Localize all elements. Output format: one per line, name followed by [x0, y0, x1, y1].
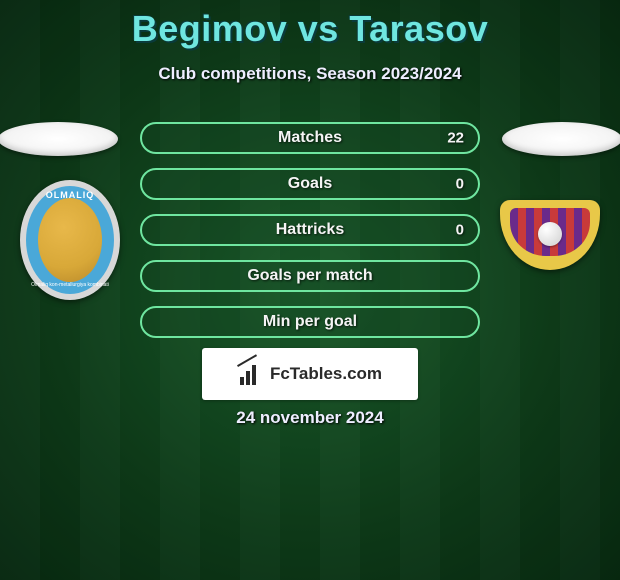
player-left-photo-placeholder [0, 122, 118, 156]
player-right-photo-placeholder [502, 122, 620, 156]
stat-label: Goals [288, 175, 332, 193]
club-badge-right [500, 180, 600, 300]
brand-text: FcTables.com [270, 364, 382, 384]
stat-label: Hattricks [276, 221, 344, 239]
stat-label: Goals per match [247, 267, 372, 285]
stat-row-hattricks: Hattricks 0 [140, 214, 480, 246]
stat-right-value: 22 [447, 130, 464, 147]
kyzylkum-badge [500, 200, 600, 270]
stat-row-goals: Goals 0 [140, 168, 480, 200]
olmaliq-badge-text: OLMALIQ [20, 190, 120, 200]
page-title: Begimov vs Tarasov [0, 0, 620, 50]
stat-right-value: 0 [456, 176, 464, 193]
olmaliq-badge-subtext: Olmaliq kon-metallurgiya kombinati [20, 282, 120, 288]
subtitle: Club competitions, Season 2023/2024 [0, 64, 620, 84]
stat-row-goals-per-match: Goals per match [140, 260, 480, 292]
stat-right-value: 0 [456, 222, 464, 239]
olmaliq-badge: OLMALIQ Olmaliq kon-metallurgiya kombina… [20, 180, 120, 300]
snapshot-date: 24 november 2024 [0, 408, 620, 428]
club-badge-left: OLMALIQ Olmaliq kon-metallurgiya kombina… [20, 180, 120, 300]
stat-label: Matches [278, 129, 342, 147]
stat-row-min-per-goal: Min per goal [140, 306, 480, 338]
stat-label: Min per goal [263, 313, 357, 331]
bar-chart-icon [238, 363, 264, 385]
stats-panel: Matches 22 Goals 0 Hattricks 0 Goals per… [140, 122, 480, 352]
brand-watermark: FcTables.com [202, 348, 418, 400]
stat-row-matches: Matches 22 [140, 122, 480, 154]
